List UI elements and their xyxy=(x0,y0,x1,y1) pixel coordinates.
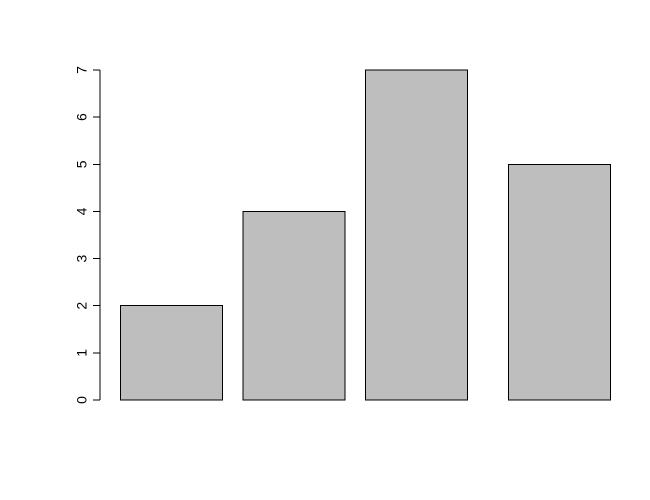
y-tick-label: 4 xyxy=(74,207,90,215)
y-tick-label: 6 xyxy=(74,113,90,121)
bar xyxy=(120,306,222,400)
bar xyxy=(365,70,467,400)
y-tick-label: 1 xyxy=(74,349,90,357)
y-tick-label: 2 xyxy=(74,302,90,310)
y-tick-label: 7 xyxy=(74,66,90,74)
y-tick-label: 0 xyxy=(74,396,90,404)
y-tick-label: 5 xyxy=(74,160,90,168)
bar-chart: 0 1 2 3 4 5 6 7 xyxy=(0,0,650,500)
bar xyxy=(243,211,345,400)
bar xyxy=(508,164,610,400)
y-tick-label: 3 xyxy=(74,254,90,262)
